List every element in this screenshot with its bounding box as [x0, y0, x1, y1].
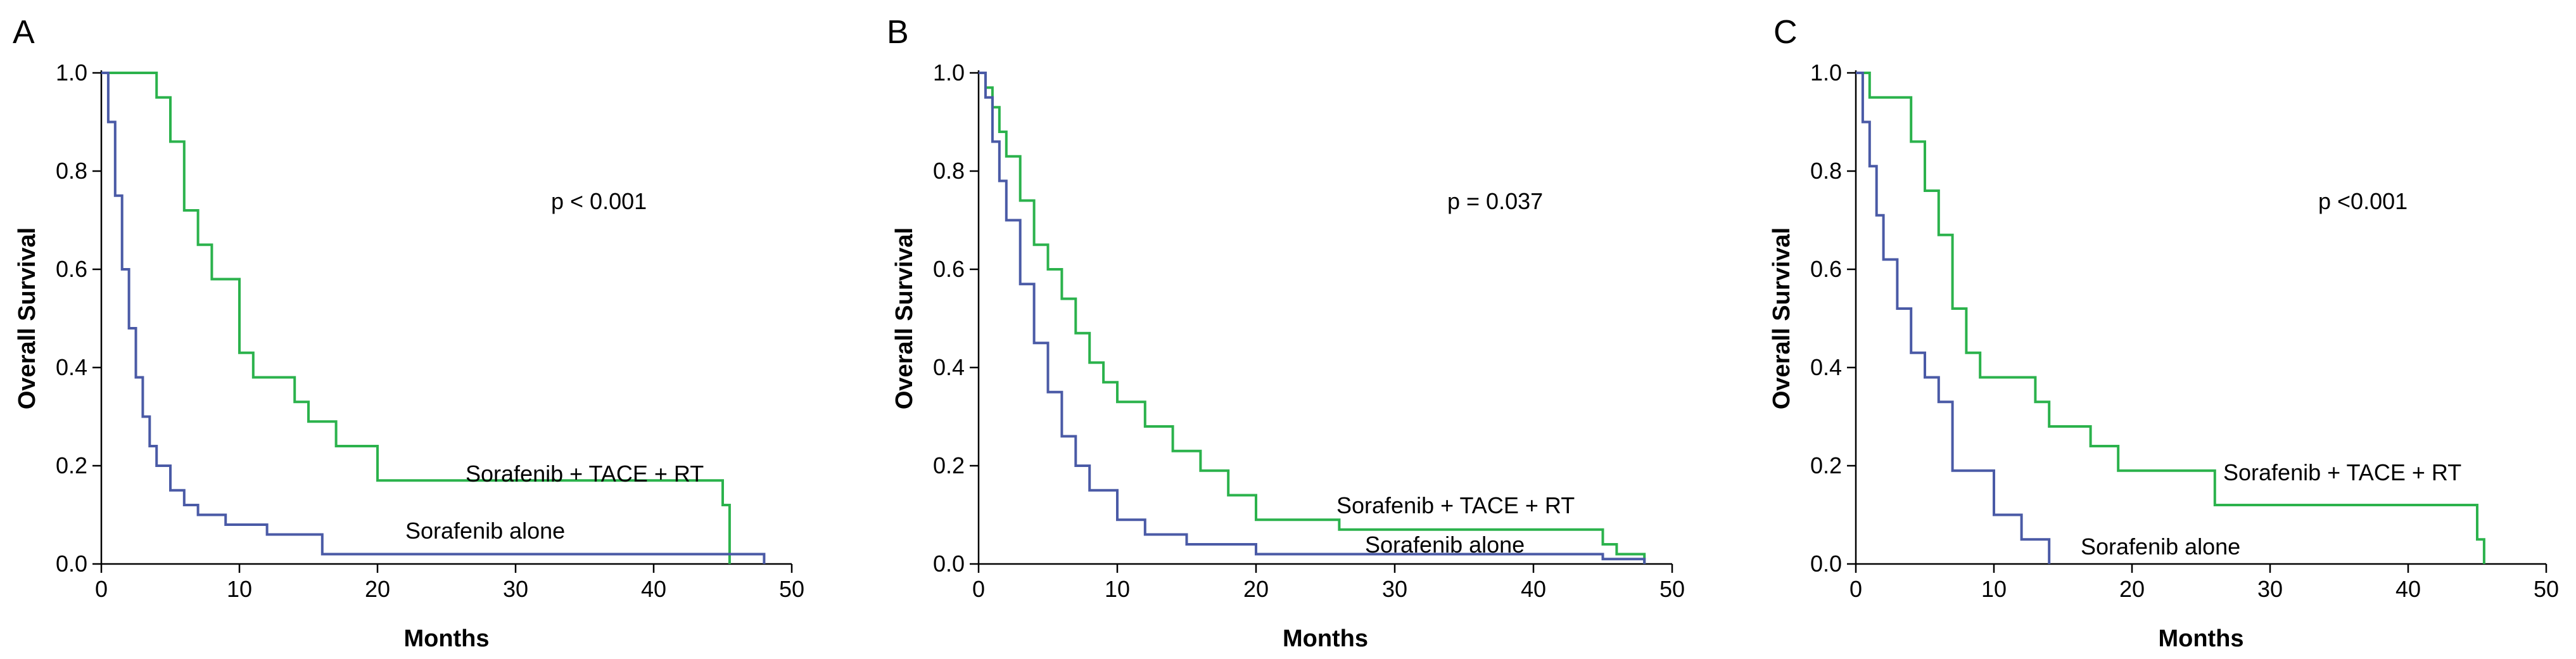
x-tick-label: 20 [2119, 576, 2145, 602]
y-tick-label: 1.0 [1810, 60, 1842, 86]
y-tick-label: 0.0 [1810, 551, 1842, 577]
y-axis-title: Overall Survival [1768, 227, 1795, 409]
x-tick-label: 0 [1850, 576, 1862, 602]
x-tick-label: 10 [1981, 576, 2007, 602]
x-tick-label: 20 [365, 576, 390, 602]
p-value-label: p = 0.037 [1447, 188, 1543, 214]
y-tick-label: 0.8 [56, 158, 87, 184]
series-label-combo: Sorafenib + TACE + RT [2223, 459, 2461, 485]
y-tick-label: 0.0 [56, 551, 87, 577]
series-line-combo [979, 72, 1646, 564]
x-tick-label: 20 [1243, 576, 1269, 602]
x-axis-title: Months [403, 625, 489, 652]
series-label-alone: Sorafenib alone [1365, 532, 1525, 558]
y-tick-label: 0.6 [933, 256, 965, 282]
y-tick-label: 0.8 [1810, 158, 1842, 184]
series-line-alone [979, 72, 1646, 564]
panel-label: A [13, 14, 35, 51]
chart-panel-c: C 0.0 0.2 0.4 0.6 0.8 1.0 0 10 20 30 40 50 Months Over… [1768, 14, 2559, 652]
y-tick-label: 0.6 [56, 256, 87, 282]
p-value-label: p <0.001 [2318, 188, 2408, 214]
y-tick-label: 0.8 [933, 158, 965, 184]
panel-label: C [1773, 14, 1798, 51]
y-tick-label: 0.2 [933, 452, 965, 478]
x-tick-label: 30 [503, 576, 528, 602]
x-tick-label: 30 [1382, 576, 1407, 602]
series-label-combo: Sorafenib + TACE + RT [466, 461, 704, 487]
series-label-alone: Sorafenib alone [2081, 534, 2240, 560]
y-tick-label: 0.4 [56, 354, 87, 380]
series-label-alone: Sorafenib alone [405, 518, 565, 544]
x-tick-label: 40 [1521, 576, 1546, 602]
y-tick-label: 0.2 [56, 452, 87, 478]
y-tick-label: 1.0 [56, 60, 87, 86]
x-tick-label: 50 [1659, 576, 1685, 602]
y-axis-title: Overall Survival [14, 227, 41, 409]
series-line-alone [101, 72, 766, 564]
x-axis-title: Months [1283, 625, 1368, 652]
x-tick-label: 40 [2395, 576, 2421, 602]
y-tick-label: 0.0 [933, 551, 965, 577]
y-tick-label: 1.0 [933, 60, 965, 86]
x-tick-label: 10 [227, 576, 252, 602]
x-tick-label: 40 [641, 576, 666, 602]
x-tick-label: 0 [95, 576, 108, 602]
x-axis-title: Months [2158, 625, 2243, 652]
series-line-combo [101, 72, 731, 564]
p-value-label: p < 0.001 [551, 188, 647, 214]
x-tick-label: 10 [1105, 576, 1130, 602]
x-tick-label: 0 [972, 576, 985, 602]
y-tick-label: 0.4 [933, 354, 965, 380]
x-tick-label: 50 [779, 576, 804, 602]
series-line-combo [1856, 72, 2485, 564]
chart-panel-b: B 0.0 0.2 0.4 0.6 0.8 1.0 0 10 20 30 40 50 Months Over… [887, 14, 1685, 652]
chart-panel-a: A 0.0 0.2 0.4 0.6 0.8 1.0 0 10 20 30 40 50 Months Over… [13, 14, 804, 652]
series-label-combo: Sorafenib + TACE + RT [1336, 492, 1575, 518]
series-line-alone [1856, 72, 2051, 564]
y-tick-label: 0.4 [1810, 354, 1842, 380]
y-axis-title: Overall Survival [891, 227, 918, 409]
y-tick-label: 0.2 [1810, 452, 1842, 478]
panel-label: B [887, 14, 909, 51]
y-tick-label: 0.6 [1810, 256, 1842, 282]
x-tick-label: 30 [2257, 576, 2283, 602]
x-tick-label: 50 [2534, 576, 2559, 602]
